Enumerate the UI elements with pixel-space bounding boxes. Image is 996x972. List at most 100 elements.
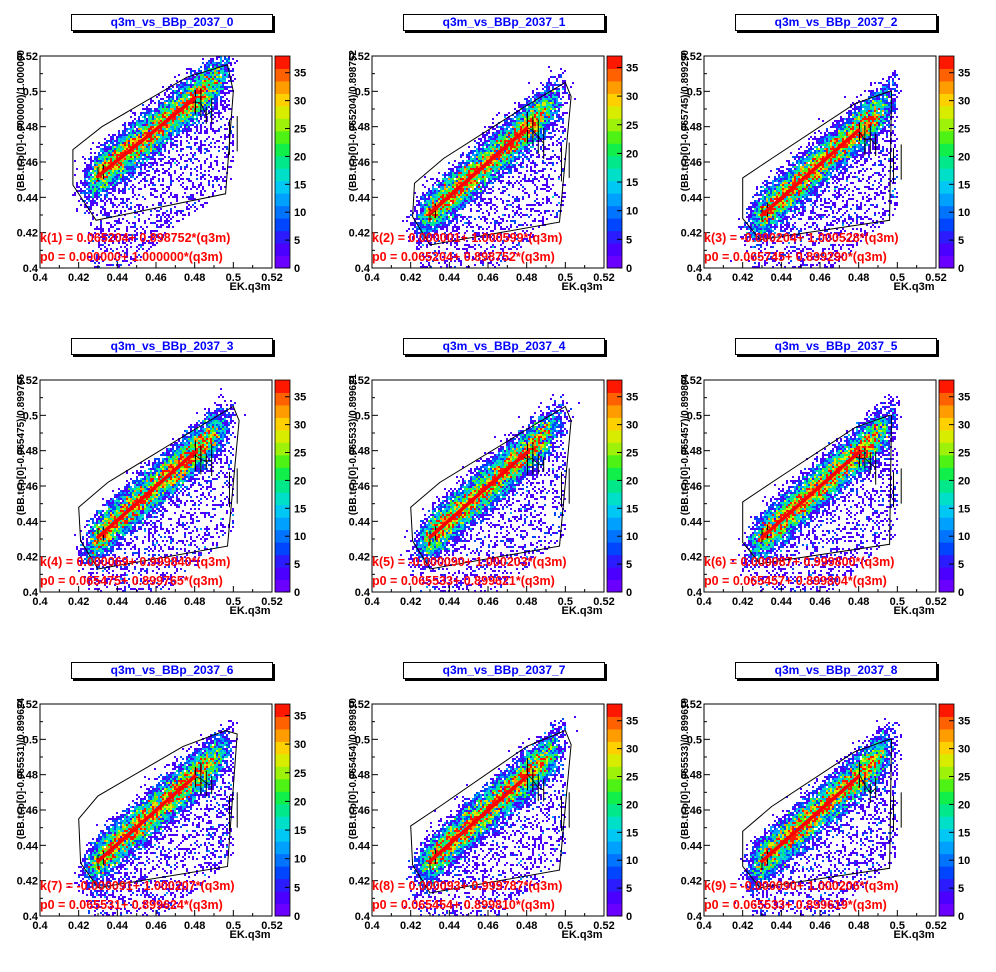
- density-cell: [478, 244, 480, 246]
- density-cell: [130, 242, 132, 244]
- density-cell: [130, 128, 132, 130]
- density-cell: [76, 186, 78, 188]
- density-cell: [92, 196, 94, 198]
- density-cell: [142, 228, 144, 230]
- density-cell: [204, 102, 206, 104]
- density-cell: [478, 176, 480, 178]
- density-cell: [224, 82, 226, 84]
- density-cell: [210, 68, 212, 70]
- density-cell: [444, 188, 446, 190]
- density-cell: [420, 204, 422, 206]
- x-tick-label: 0.48: [184, 272, 205, 284]
- density-cell: [536, 88, 538, 90]
- density-cell: [552, 164, 554, 166]
- density-cell: [170, 210, 172, 212]
- density-cell: [422, 266, 424, 268]
- density-cell: [498, 264, 500, 266]
- density-cell: [534, 172, 536, 174]
- density-cell: [208, 82, 210, 84]
- z-tick-label: 30: [294, 96, 306, 108]
- density-cell: [112, 158, 114, 160]
- density-cell: [116, 138, 118, 140]
- density-cell: [192, 86, 194, 88]
- density-cell: [90, 190, 92, 192]
- density-cell: [106, 190, 108, 192]
- density-cell: [484, 126, 486, 128]
- density-cell: [484, 236, 486, 238]
- density-cell: [114, 140, 116, 142]
- density-cell: [468, 200, 470, 202]
- density-cell: [556, 94, 558, 96]
- density-cell: [94, 186, 96, 188]
- density-cell: [146, 250, 148, 252]
- density-cell: [218, 84, 220, 86]
- density-cell: [424, 186, 426, 188]
- density-cell: [142, 112, 144, 114]
- density-cell: [420, 196, 422, 198]
- density-cell: [484, 176, 486, 178]
- density-cell: [112, 188, 114, 190]
- density-cell: [196, 88, 198, 90]
- density-cell: [160, 218, 162, 220]
- density-cell: [112, 146, 114, 148]
- density-cell: [88, 232, 90, 234]
- density-cell: [162, 236, 164, 238]
- density-cell: [500, 254, 502, 256]
- density-cell: [472, 198, 474, 200]
- density-cell: [534, 94, 536, 96]
- density-cell: [418, 218, 420, 220]
- density-cell: [514, 214, 516, 216]
- density-cell: [154, 142, 156, 144]
- density-cell: [140, 168, 142, 170]
- density-cell: [482, 144, 484, 146]
- palette-bin: [275, 130, 290, 144]
- density-cell: [542, 84, 544, 86]
- density-cell: [88, 182, 90, 184]
- density-cell: [206, 120, 208, 122]
- density-cell: [190, 130, 192, 132]
- density-cell: [490, 148, 492, 150]
- density-cell: [518, 154, 520, 156]
- density-cell: [230, 90, 232, 92]
- density-cell: [144, 116, 146, 118]
- density-cell: [516, 168, 518, 170]
- density-cell: [488, 146, 490, 148]
- density-cell: [188, 196, 190, 198]
- density-cell: [538, 134, 540, 136]
- density-cell: [428, 226, 430, 228]
- density-cell: [188, 122, 190, 124]
- density-cell: [468, 168, 470, 170]
- density-cell: [462, 188, 464, 190]
- density-cell: [446, 184, 448, 186]
- density-cell: [522, 122, 524, 124]
- density-cell: [478, 166, 480, 168]
- density-cell: [560, 102, 562, 104]
- density-cell: [88, 200, 90, 202]
- density-cell: [204, 92, 206, 94]
- density-cell: [138, 158, 140, 160]
- density-cell: [164, 212, 166, 214]
- density-cell: [516, 226, 518, 228]
- density-cell: [498, 258, 500, 260]
- density-cell: [520, 152, 522, 154]
- density-cell: [530, 146, 532, 148]
- density-cell: [454, 254, 456, 256]
- density-cell: [476, 184, 478, 186]
- density-cell: [442, 216, 444, 218]
- density-cell: [130, 202, 132, 204]
- density-cell: [134, 158, 136, 160]
- density-cell: [198, 84, 200, 86]
- density-cell: [458, 182, 460, 184]
- density-cell: [130, 116, 132, 118]
- density-cell: [206, 64, 208, 66]
- density-cell: [172, 132, 174, 134]
- density-cell: [88, 212, 90, 214]
- density-cell: [450, 208, 452, 210]
- density-cell: [212, 122, 214, 124]
- density-cell: [550, 138, 552, 140]
- density-cell: [126, 260, 128, 262]
- density-cell: [452, 178, 454, 180]
- density-cell: [124, 186, 126, 188]
- density-cell: [140, 122, 142, 124]
- density-cell: [132, 164, 134, 166]
